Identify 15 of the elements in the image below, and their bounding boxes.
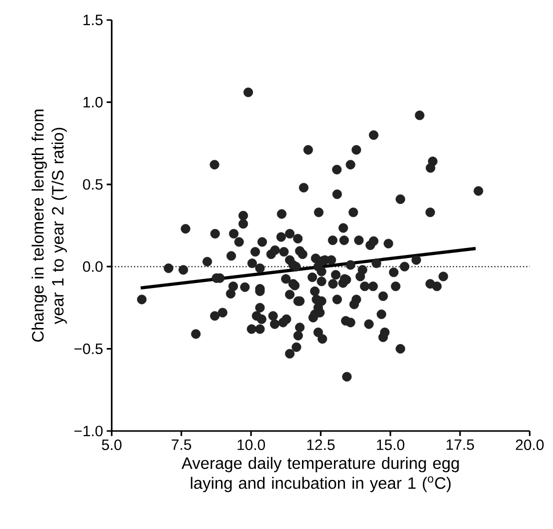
x-tick-label: 17.5	[446, 440, 474, 450]
x-axis-title: Average daily temperature during egg laying and incubation in year 1 ($^{o}$C)	[182, 456, 459, 492]
x-tick-label: 5.0	[102, 440, 122, 450]
y-tick-label: −0.5	[74, 344, 103, 354]
y-tick-label: 1.5	[84, 14, 103, 26]
x-tick-label: 20.0	[516, 440, 544, 450]
y-tick-label: 0.0	[83, 261, 103, 272]
x-tick-label: 15.0	[376, 440, 404, 450]
x-tick-label: 12.5	[307, 440, 335, 450]
y-axis-title: Change in telomere length from year 1 to year 2 (T/S ratio)	[32, 110, 67, 342]
x-tick-label: 7.5	[172, 440, 192, 450]
x-tick-label: 10.0	[238, 440, 265, 450]
y-tick-label: 0.5	[83, 179, 103, 190]
y-tick-label: 1.0	[84, 96, 103, 108]
y-tick-label: −1.0	[74, 426, 103, 436]
